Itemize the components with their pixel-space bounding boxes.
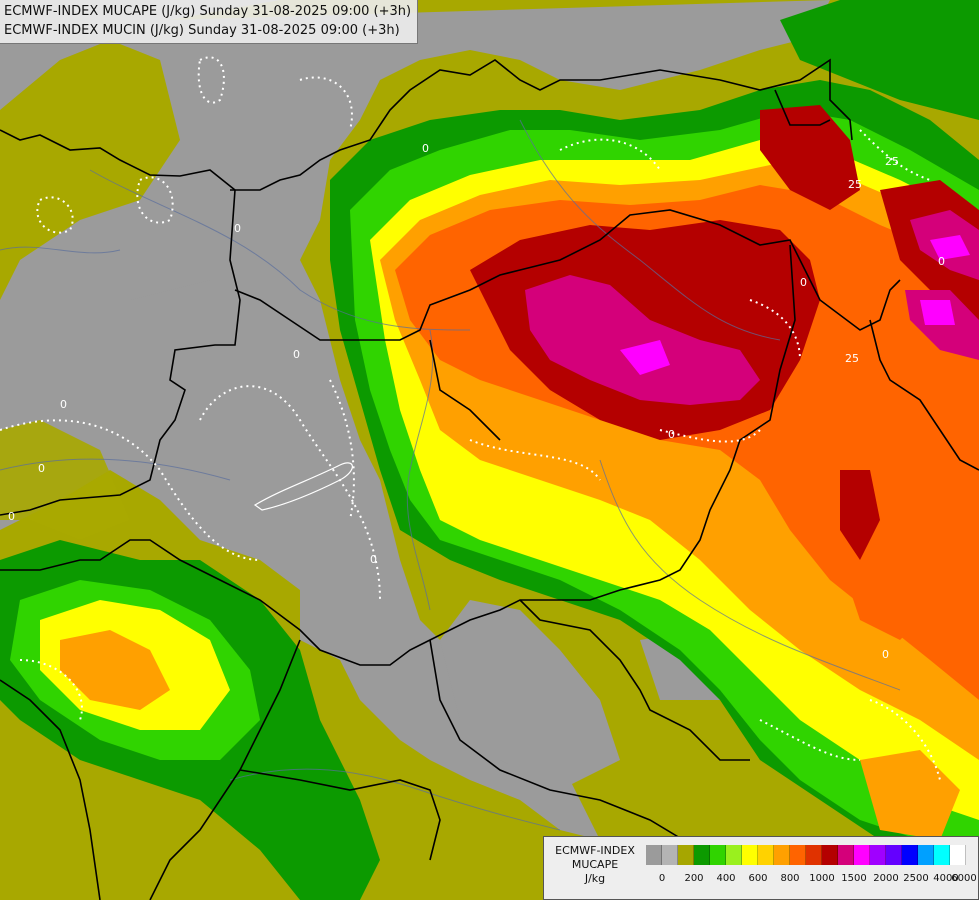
legend-swatch: [726, 845, 742, 865]
legend-swatch: [918, 845, 934, 865]
legend-tick: 1500: [841, 873, 867, 884]
legend-swatch: [822, 845, 838, 865]
legend-swatch: [950, 845, 966, 865]
legend-swatch: [662, 845, 678, 865]
legend-ticks: 0 200 400 600 800 1000 1500 2000 2500 40…: [646, 873, 977, 887]
legend-color-scale: [646, 845, 966, 865]
legend-tick: 4000: [933, 873, 959, 884]
country-borders: [0, 58, 979, 900]
legend-swatch: [886, 845, 902, 865]
legend-swatch: [646, 845, 662, 865]
title-mucape: ECMWF-INDEX MUCAPE (J/kg) Sunday 31-08-2…: [4, 4, 412, 19]
legend-swatch: [790, 845, 806, 865]
contour-label: 0: [293, 348, 300, 361]
contour-label: 25: [845, 352, 859, 365]
legend-title: ECMWF-INDEX MUCAPE J/kg: [548, 844, 642, 886]
legend-unit: J/kg: [584, 872, 606, 885]
legend-swatch: [774, 845, 790, 865]
legend-tick: 600: [748, 873, 768, 884]
map-title-box: ECMWF-INDEX MUCAPE (J/kg) Sunday 31-08-2…: [0, 0, 419, 44]
contour-label: 0: [938, 255, 945, 268]
pink-peaks: [620, 235, 970, 375]
contour-label: 0: [370, 553, 377, 566]
legend-swatch: [902, 845, 918, 865]
legend-tick: 400: [716, 873, 736, 884]
legend-swatch: [934, 845, 950, 865]
mucin-contours: [0, 56, 941, 781]
magenta-band: [525, 210, 979, 405]
contour-label: 0: [422, 142, 429, 155]
white-lake: [253, 462, 353, 511]
legend-swatch: [838, 845, 854, 865]
legend-tick: 2500: [903, 873, 929, 884]
legend-swatch: [742, 845, 758, 865]
title-mucin: ECMWF-INDEX MUCIN (J/kg) Sunday 31-08-20…: [4, 23, 400, 38]
legend-tick: 0: [658, 873, 666, 884]
legend-tick: 800: [780, 873, 800, 884]
contour-label: 25: [848, 178, 862, 191]
legend-swatch: [854, 845, 870, 865]
legend-title-parameter: MUCAPE: [571, 858, 619, 871]
contour-label: 0: [234, 222, 241, 235]
contour-label: 25: [885, 155, 899, 168]
legend-swatch: [678, 845, 694, 865]
contour-label: 0: [8, 510, 15, 523]
legend-tick: 2000: [873, 873, 899, 884]
rivers: [0, 119, 901, 831]
contour-label: 0: [882, 648, 889, 661]
contour-label: 0: [38, 462, 45, 475]
legend-swatch: [758, 845, 774, 865]
contour-label: 0: [668, 428, 675, 441]
legend-tick: 1000: [809, 873, 835, 884]
legend-swatch: [870, 845, 886, 865]
legend-swatch: [710, 845, 726, 865]
color-legend: ECMWF-INDEX MUCAPE J/kg 0 200 400 600 80…: [543, 836, 979, 900]
legend-title-source: ECMWF-INDEX: [555, 844, 635, 857]
legend-swatch: [694, 845, 710, 865]
legend-swatch: [806, 845, 822, 865]
legend-tick: 200: [684, 873, 704, 884]
legend-tick: 6000: [951, 873, 977, 884]
contour-label: 0: [800, 276, 807, 289]
contour-label: 0: [60, 398, 67, 411]
